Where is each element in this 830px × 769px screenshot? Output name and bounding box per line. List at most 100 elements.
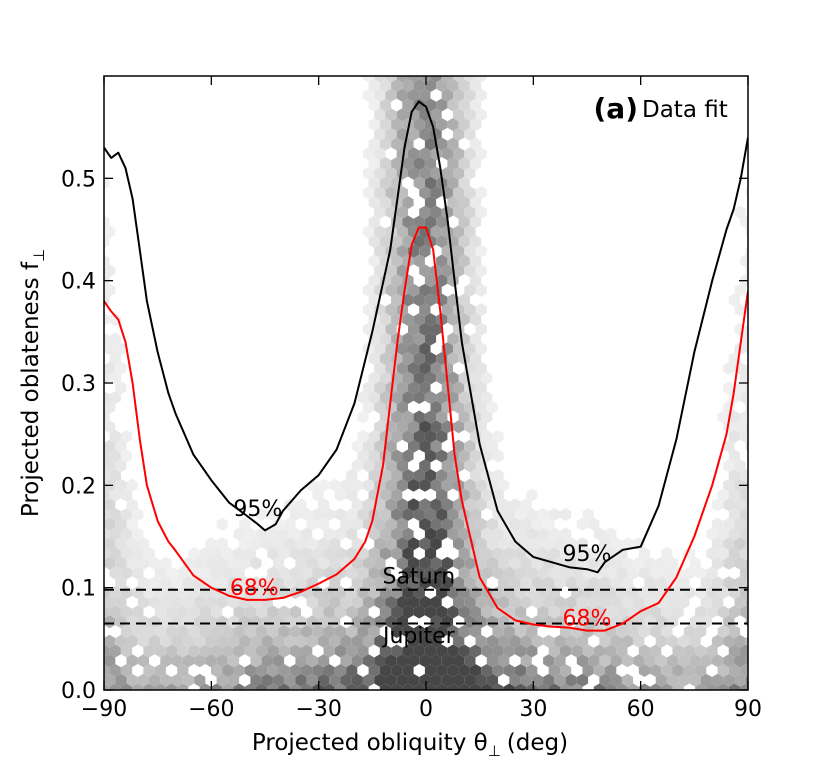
- density-hexbin: [734, 576, 746, 590]
- density-hexbin: [751, 469, 762, 482]
- density-hexbin: [475, 556, 487, 570]
- density-hexbin: [379, 683, 392, 690]
- x-tick-label: 60: [627, 697, 655, 722]
- density-hexbin: [481, 430, 493, 443]
- density-hexbin: [368, 215, 380, 229]
- density-hexbin: [436, 488, 448, 502]
- density-hexbin: [751, 567, 762, 580]
- density-hexbin: [374, 439, 386, 453]
- density-hexbin: [351, 615, 363, 629]
- density-hexbin: [396, 244, 408, 258]
- density-hexbin: [621, 673, 634, 687]
- density-hexbin: [469, 644, 482, 658]
- density-hexbin: [621, 595, 634, 609]
- density-hexbin: [740, 664, 748, 677]
- density-hexbin: [126, 537, 138, 551]
- density-hexbin: [357, 508, 369, 521]
- density-hexbin: [481, 683, 493, 690]
- density-hexbin: [740, 683, 748, 690]
- density-hexbin: [560, 644, 572, 658]
- density-hexbin: [351, 498, 363, 512]
- density-hexbin: [486, 634, 498, 648]
- density-hexbin: [171, 673, 183, 687]
- density-hexbin: [723, 556, 735, 570]
- density-hexbin: [441, 576, 453, 590]
- density-hexbin: [104, 215, 110, 229]
- density-hexbin: [362, 673, 375, 687]
- density-hexbin: [233, 625, 245, 638]
- x-tick-label: −60: [188, 697, 234, 722]
- density-hexbin: [284, 615, 296, 629]
- density-hexbin: [233, 664, 245, 677]
- density-hexbin: [244, 664, 256, 677]
- density-hexbin: [548, 566, 560, 580]
- density-hexbin: [509, 595, 521, 609]
- density-hexbin: [695, 605, 707, 619]
- density-hexbin: [216, 537, 228, 551]
- density-hexbin: [402, 625, 414, 638]
- density-hexbin: [424, 664, 437, 677]
- density-hexbin: [661, 547, 673, 560]
- density-hexbin: [464, 576, 476, 590]
- density-hexbin: [379, 176, 392, 190]
- density-hexbin: [498, 556, 510, 570]
- density-hexbin: [374, 537, 386, 551]
- density-hexbin: [464, 478, 476, 492]
- density-hexbin: [346, 469, 358, 482]
- density-hexbin: [498, 654, 510, 668]
- density-hexbin: [436, 644, 448, 658]
- density-hexbin: [447, 118, 459, 131]
- density-hexbin: [211, 683, 223, 690]
- density-hexbin: [492, 449, 504, 463]
- density-hexbin: [267, 664, 279, 677]
- density-hexbin: [554, 654, 566, 668]
- density-hexbin: [543, 595, 555, 609]
- density-hexbin: [469, 469, 482, 482]
- density-hexbin: [576, 576, 589, 590]
- density-hexbin: [244, 644, 256, 658]
- density-hexbin: [120, 430, 133, 443]
- density-hexbin: [453, 205, 465, 219]
- density-hexbin: [368, 391, 380, 404]
- density-hexbin: [188, 644, 200, 658]
- density-hexbin: [379, 449, 392, 463]
- density-hexbin: [751, 333, 762, 346]
- density-hexbin: [734, 537, 746, 551]
- density-hexbin: [120, 664, 133, 677]
- density-hexbin: [588, 556, 600, 570]
- density-hexbin: [430, 615, 442, 629]
- density-hexbin: [104, 644, 110, 658]
- density-hexbin: [301, 527, 313, 541]
- density-hexbin: [199, 683, 211, 690]
- density-hexbin: [453, 127, 465, 141]
- density-hexbin: [250, 537, 262, 551]
- density-hexbin: [205, 595, 217, 609]
- density-hexbin: [498, 634, 510, 648]
- density-hexbin: [554, 615, 566, 629]
- density-hexbin: [711, 595, 724, 609]
- density-hexbin: [278, 605, 290, 619]
- density-hexbin: [379, 644, 392, 658]
- density-hexbin: [216, 517, 228, 531]
- density-hexbin: [441, 88, 453, 102]
- density-hexbin: [666, 556, 679, 570]
- density-hexbin: [458, 683, 470, 690]
- density-hexbin: [289, 625, 301, 638]
- density-hexbin: [284, 517, 296, 531]
- density-hexbin: [216, 595, 228, 609]
- density-hexbin: [239, 615, 251, 629]
- density-hexbin: [464, 459, 476, 473]
- density-hexbin: [216, 634, 228, 648]
- density-hexbin: [441, 76, 453, 83]
- density-hexbin: [323, 625, 335, 638]
- density-hexbin: [413, 157, 425, 170]
- density-hexbin: [453, 76, 465, 83]
- density-hexbin: [346, 508, 358, 521]
- density-hexbin: [469, 98, 482, 112]
- density-hexbin: [374, 595, 386, 609]
- density-hexbin: [520, 498, 532, 512]
- density-hexbin: [385, 108, 397, 122]
- density-hexbin: [329, 556, 341, 570]
- density-hexbin: [385, 673, 397, 687]
- density-hexbin: [492, 469, 504, 482]
